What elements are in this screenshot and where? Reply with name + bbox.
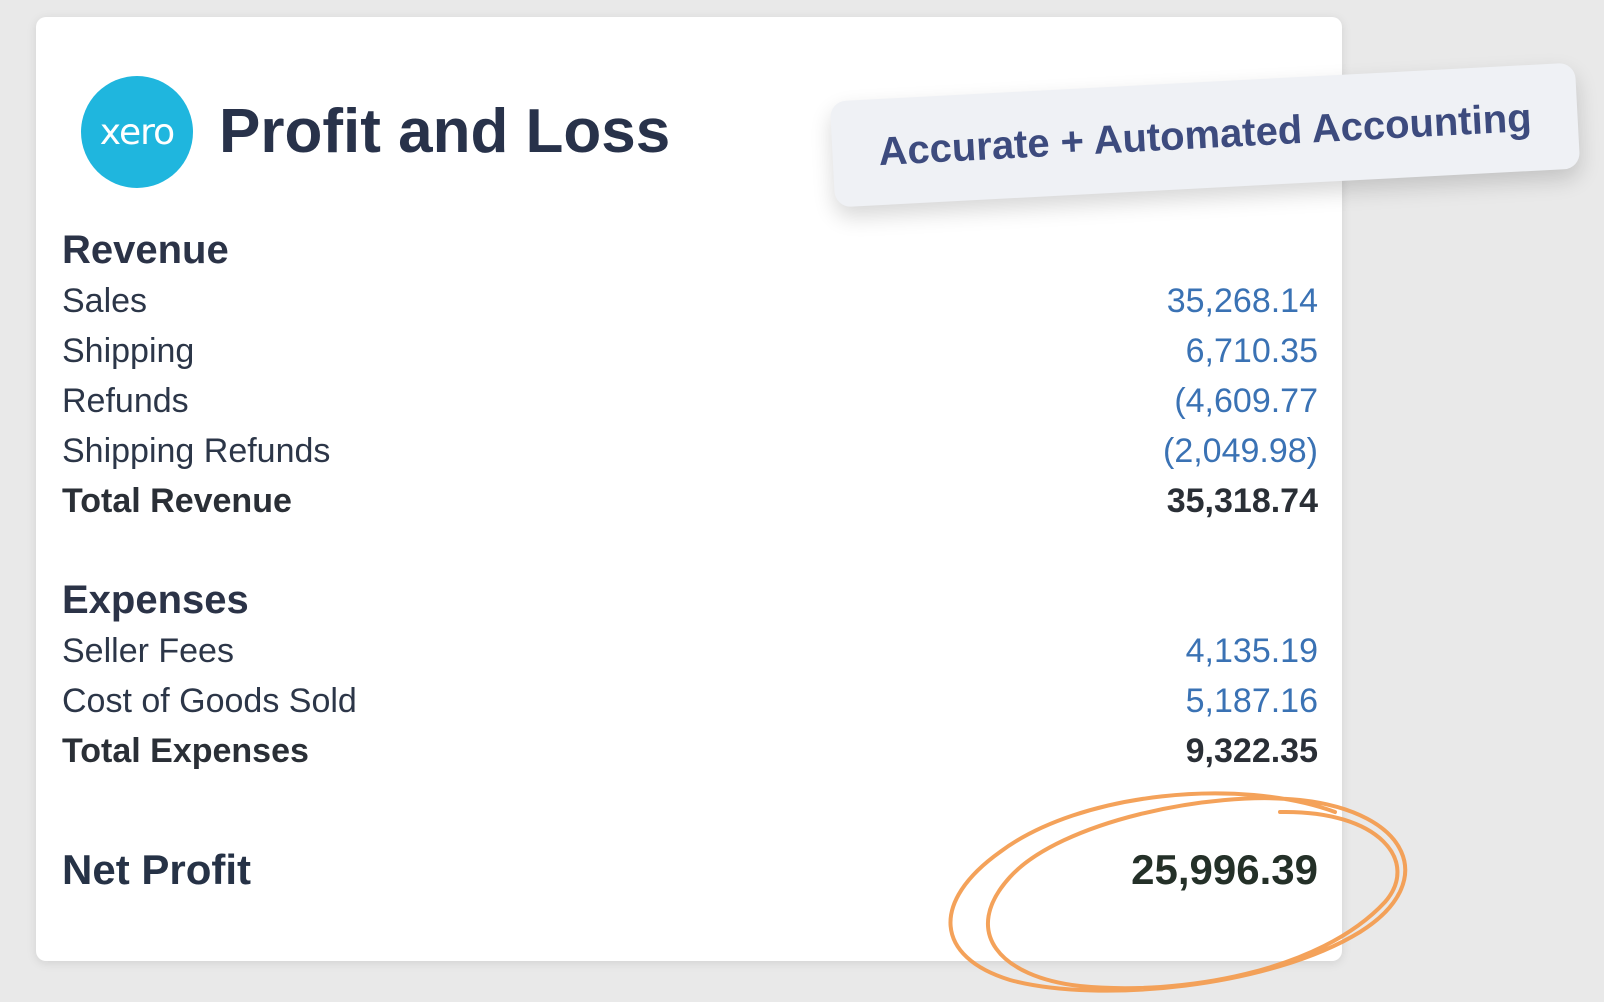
line-item-cogs: Cost of Goods Sold 5,187.16 [62, 677, 1318, 725]
line-item-label: Refunds [62, 382, 189, 420]
total-revenue-row: Total Revenue 35,318.74 [62, 477, 1318, 525]
expenses-heading: Expenses [62, 578, 249, 622]
total-revenue-value: 35,318.74 [1166, 482, 1318, 520]
line-item-value[interactable]: 35,268.14 [1166, 282, 1318, 320]
net-profit-value: 25,996.39 [1131, 846, 1318, 893]
highlight-circle-icon [948, 791, 1407, 993]
total-revenue-label: Total Revenue [62, 482, 292, 520]
line-item-label: Shipping Refunds [62, 432, 331, 470]
line-item-label: Sales [62, 282, 148, 320]
line-item-seller-fees: Seller Fees 4,135.19 [62, 627, 1318, 675]
line-item-sales: Sales 35,268.14 [62, 277, 1318, 325]
line-item-label: Shipping [62, 332, 195, 370]
net-profit-label: Net Profit [62, 846, 251, 893]
revenue-heading: Revenue [62, 228, 229, 272]
line-item-value[interactable]: 5,187.16 [1185, 682, 1318, 720]
tagline-text: Accurate + Automated Accounting [877, 95, 1533, 174]
line-item-value[interactable]: (4,609.77 [1174, 382, 1318, 420]
page-title: Profit and Loss [219, 97, 671, 166]
line-item-label: Cost of Goods Sold [62, 682, 357, 720]
total-expenses-label: Total Expenses [62, 732, 309, 770]
line-item-refunds: Refunds (4,609.77 [62, 377, 1318, 425]
line-item-value[interactable]: 6,710.35 [1185, 332, 1318, 370]
line-item-value[interactable]: 4,135.19 [1185, 632, 1318, 670]
net-profit-row: Net Profit 25,996.39 [62, 842, 1318, 898]
line-item-value[interactable]: (2,049.98) [1163, 432, 1318, 470]
total-expenses-row: Total Expenses 9,322.35 [62, 727, 1318, 775]
logo-text: xero [99, 111, 175, 153]
xero-logo: xero [81, 76, 193, 188]
line-item-shipping: Shipping 6,710.35 [62, 327, 1318, 375]
line-item-label: Seller Fees [62, 632, 234, 670]
total-expenses-value: 9,322.35 [1185, 732, 1318, 770]
line-item-shipping-refunds: Shipping Refunds (2,049.98) [62, 427, 1318, 475]
